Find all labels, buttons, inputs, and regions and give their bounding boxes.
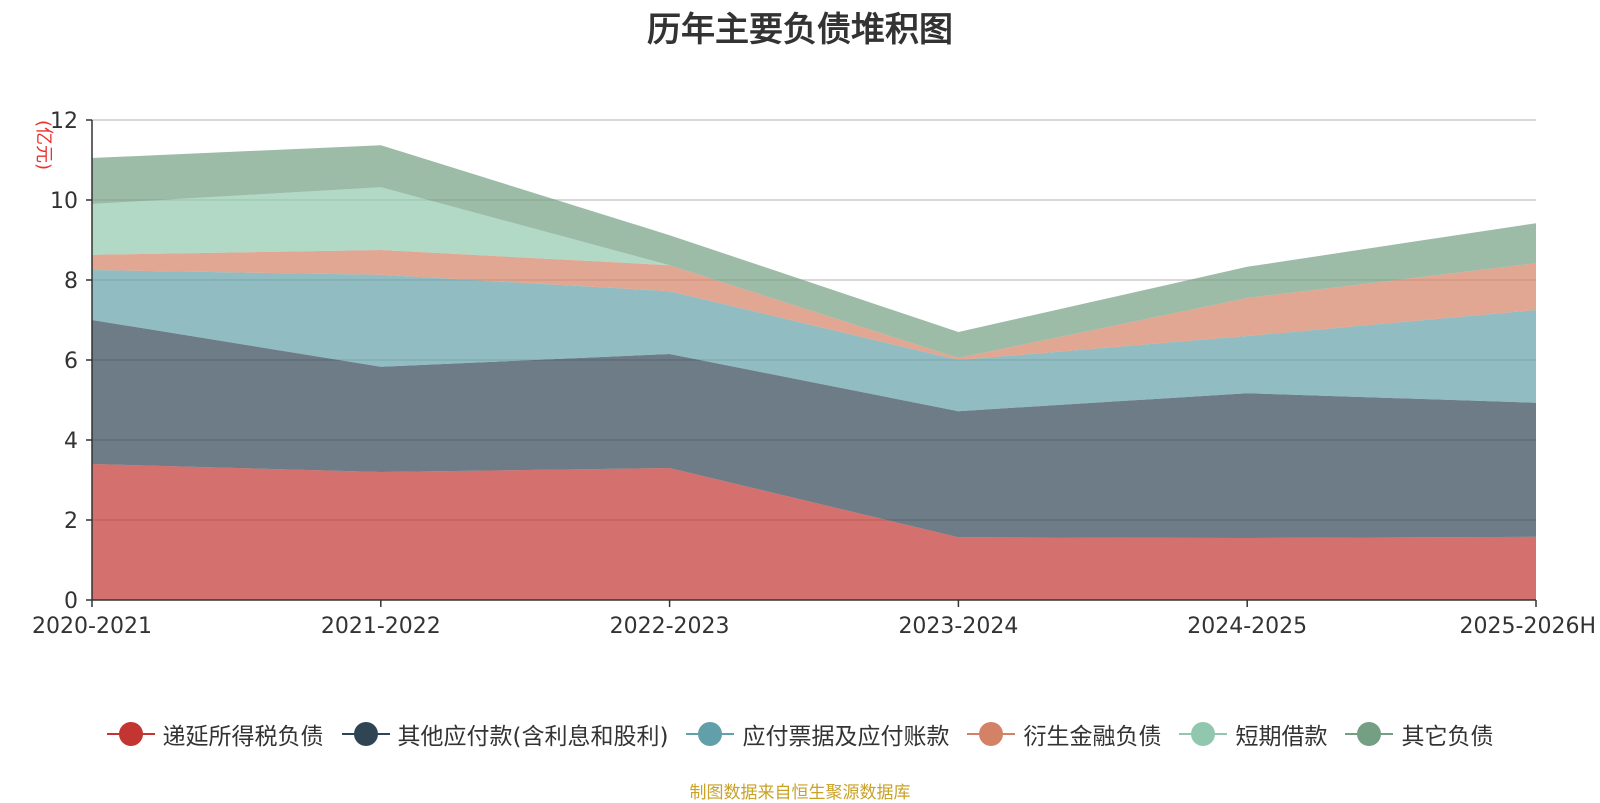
x-tick-label-4: 2024-2025 <box>1187 614 1307 639</box>
legend-label: 应付票据及应付账款 <box>742 724 950 750</box>
legend-marker-icon <box>967 720 1016 748</box>
source-note: 制图数据来自恒生聚源数据库 <box>689 783 911 803</box>
legend-item-0[interactable]: 递延所得税负债 <box>106 717 324 751</box>
x-tick-label-0: 2020-2021 <box>32 614 152 639</box>
legend-item-4[interactable]: 短期借款 <box>1179 717 1327 751</box>
legend-label: 短期借款 <box>1235 724 1328 750</box>
legend-label: 其它负债 <box>1401 724 1494 750</box>
legend-marker-icon <box>1345 720 1394 748</box>
x-tick-label-2: 2022-2023 <box>610 614 730 639</box>
area-series-3 <box>92 250 1536 360</box>
legend-item-2[interactable]: 应付票据及应付账款 <box>686 717 949 751</box>
legend-marker-icon <box>106 720 155 748</box>
legend-item-1[interactable]: 其他应付款(含利息和股利) <box>341 717 669 751</box>
axes: 0 2 4 6 8 10 12 2020-2021 2021-2022 2022-2023 2023… <box>32 109 1596 639</box>
y-tick-label-1: 2 <box>64 509 78 534</box>
area-series-0 <box>92 464 1536 600</box>
chart-title: 历年主要负债堆积图 <box>647 10 953 50</box>
legend-label: 递延所得税负债 <box>162 724 324 750</box>
legend-marker-icon <box>1179 720 1228 748</box>
legend-item-5[interactable]: 其它负债 <box>1345 717 1493 751</box>
area-series-4 <box>92 187 1536 358</box>
x-tick-label-5: 2025-2026H <box>1460 614 1596 639</box>
area-series-5 <box>92 145 1536 358</box>
area-series-1 <box>92 320 1536 538</box>
y-tick-label-2: 4 <box>64 429 78 454</box>
area-series-2 <box>92 270 1536 412</box>
x-tick-label-3: 2023-2024 <box>898 614 1018 639</box>
x-tick-label-1: 2021-2022 <box>321 614 441 639</box>
y-tick-label-0: 0 <box>64 589 78 614</box>
y-axis-unit-label: (亿元) <box>33 120 54 170</box>
legend-marker-icon <box>686 720 735 748</box>
y-tick-label-5: 10 <box>50 189 78 214</box>
y-tick-label-4: 8 <box>64 269 78 294</box>
y-tick-label-6: 12 <box>50 109 78 134</box>
legend: 递延所得税负债 其他应付款(含利息和股利) 应付票据及应付账款 衍生金融负债 短期借款 其… <box>0 716 1600 752</box>
legend-label: 衍生金融负债 <box>1023 724 1162 750</box>
y-tick-label-3: 6 <box>64 349 78 374</box>
legend-label: 其他应付款(含利息和股利) <box>397 724 669 750</box>
legend-marker-icon <box>341 720 390 748</box>
legend-item-3[interactable]: 衍生金融负债 <box>967 717 1161 751</box>
stacked-areas <box>92 145 1536 600</box>
